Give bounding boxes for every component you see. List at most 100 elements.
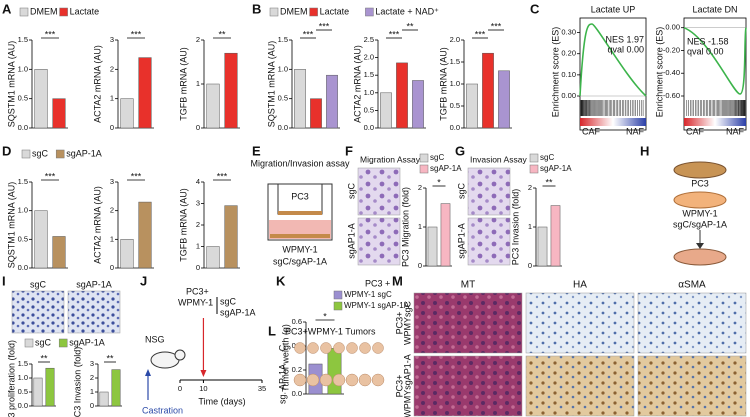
mouse-head <box>174 349 186 361</box>
bar <box>440 203 451 267</box>
y-axis-label: ACTA2 mRNA (AU) <box>92 186 102 264</box>
legend-label: Lactate + NAD⁺ <box>375 6 439 16</box>
y-axis-label: TGFB mRNA (AU) <box>178 188 188 262</box>
panel-label: E <box>252 143 261 158</box>
tumor <box>333 342 345 354</box>
y-tick-label: 3 <box>196 198 200 207</box>
legend-title: PC3 + <box>365 278 390 288</box>
y-tick-label: 0.0 <box>18 263 28 272</box>
row-label: sgAP1-A <box>456 223 466 259</box>
y-axis-label: TGFB mRNA (AU) <box>438 47 448 121</box>
y-tick-label: 1 <box>418 222 422 231</box>
assay-title: Invasion Assay <box>470 154 527 164</box>
panel-label: A <box>2 1 12 16</box>
bar <box>466 83 478 129</box>
tumor <box>372 342 384 354</box>
bar <box>380 92 392 129</box>
micrograph <box>413 355 523 417</box>
legend-swatch <box>333 301 343 311</box>
y-tick-label: 1.0 <box>18 206 28 215</box>
legend-swatch <box>24 338 34 348</box>
group-label: sgC <box>220 296 237 306</box>
nes-label: NES 1.97 <box>605 34 644 44</box>
diagram-label: WPMY-1 <box>682 208 717 218</box>
x-tick-label: 35 <box>258 384 266 393</box>
bar <box>45 367 55 407</box>
y-tick-label: 0.5 <box>18 387 28 396</box>
y-tick-label: 1.5 <box>364 70 374 79</box>
bar <box>396 62 408 129</box>
column-title: αSMA <box>678 280 706 291</box>
event-label: Castration <box>142 405 183 415</box>
tumor <box>371 373 385 387</box>
y-tick-label: 2.0 <box>450 35 460 44</box>
legend-label: WPMY-1 sgAP-1A <box>344 301 410 310</box>
y-axis-label: PC3 Invasion (fold) <box>72 347 82 417</box>
legend-label: DMEM <box>30 6 58 16</box>
bar <box>52 236 66 269</box>
legend-swatch <box>58 338 68 348</box>
host-label: NSG <box>145 334 165 344</box>
column-title: MT <box>461 280 475 291</box>
significance-stars: *** <box>475 29 486 39</box>
bar <box>206 83 220 129</box>
legend-swatch <box>59 7 68 17</box>
bar <box>294 69 306 129</box>
y-tick-label: 1 <box>196 241 200 250</box>
significance-stars: ** <box>545 177 553 187</box>
rank-colorbar <box>684 118 746 126</box>
arrow-head <box>200 370 207 377</box>
micrograph <box>525 355 635 417</box>
y-axis-label: ACTA2 mRNA (AU) <box>352 45 362 123</box>
significance-stars: *** <box>131 171 142 181</box>
y-tick-label: 0.10 <box>561 70 576 79</box>
bar <box>327 348 342 395</box>
micrograph <box>413 292 523 354</box>
significance-stars: ** <box>106 353 114 363</box>
image-title: sgAP-1A <box>76 279 112 289</box>
micrograph <box>467 217 511 266</box>
y-tick-label: 1.5 <box>18 359 28 368</box>
diagram-label: sgC/sgAP-1A <box>673 219 727 229</box>
insert-label: PC3 <box>291 191 309 201</box>
dish <box>673 191 727 209</box>
arrow-head <box>696 243 704 249</box>
fibroblast-layer <box>270 234 330 238</box>
y-tick-label: 4 <box>196 177 200 186</box>
legend-swatch <box>269 7 279 17</box>
legend-swatch <box>365 7 374 17</box>
x-left-label: CAF <box>582 126 601 136</box>
tumor <box>319 373 333 387</box>
bar <box>111 369 121 407</box>
bar <box>224 205 238 269</box>
y-axis-label: Enrichment score (ES) <box>550 27 560 118</box>
y-tick-label: 1.0 <box>278 64 288 73</box>
diagram-title: Migration/Invasion assay <box>250 158 350 168</box>
graft-label: PC3+ <box>186 286 209 296</box>
y-axis-label: Enrichment score (ES) <box>654 27 664 118</box>
panel-label: H <box>640 143 649 158</box>
y-tick-label: 0.20 <box>561 49 576 58</box>
micrograph <box>11 290 65 334</box>
y-axis-label: PC3 proliferation (fold) <box>6 340 16 417</box>
y-tick-label: 1.5 <box>18 177 28 186</box>
dish <box>673 248 727 266</box>
y-tick-label: 0 <box>196 123 200 132</box>
y-tick-label: 0 <box>418 261 422 270</box>
significance-stars: * <box>323 311 327 321</box>
dish <box>673 161 727 179</box>
bar <box>120 239 134 269</box>
y-axis-label: SQSTM1 mRNA (AU) <box>266 41 276 128</box>
bar <box>120 98 134 129</box>
y-tick-label: 3 <box>90 359 94 368</box>
gsea-frame <box>683 17 747 131</box>
y-tick-label: 0.0 <box>364 123 374 132</box>
significance-stars: *** <box>45 171 56 181</box>
y-axis-label: SQSTM1 mRNA (AU) <box>6 182 16 269</box>
bar <box>99 391 109 407</box>
panel-label: C <box>530 1 540 16</box>
legend-label: sgC <box>35 337 52 347</box>
y-tick-label: 2 <box>196 220 200 229</box>
row-label: WPMYsgAP1-A <box>402 354 412 417</box>
tumor <box>346 342 358 354</box>
